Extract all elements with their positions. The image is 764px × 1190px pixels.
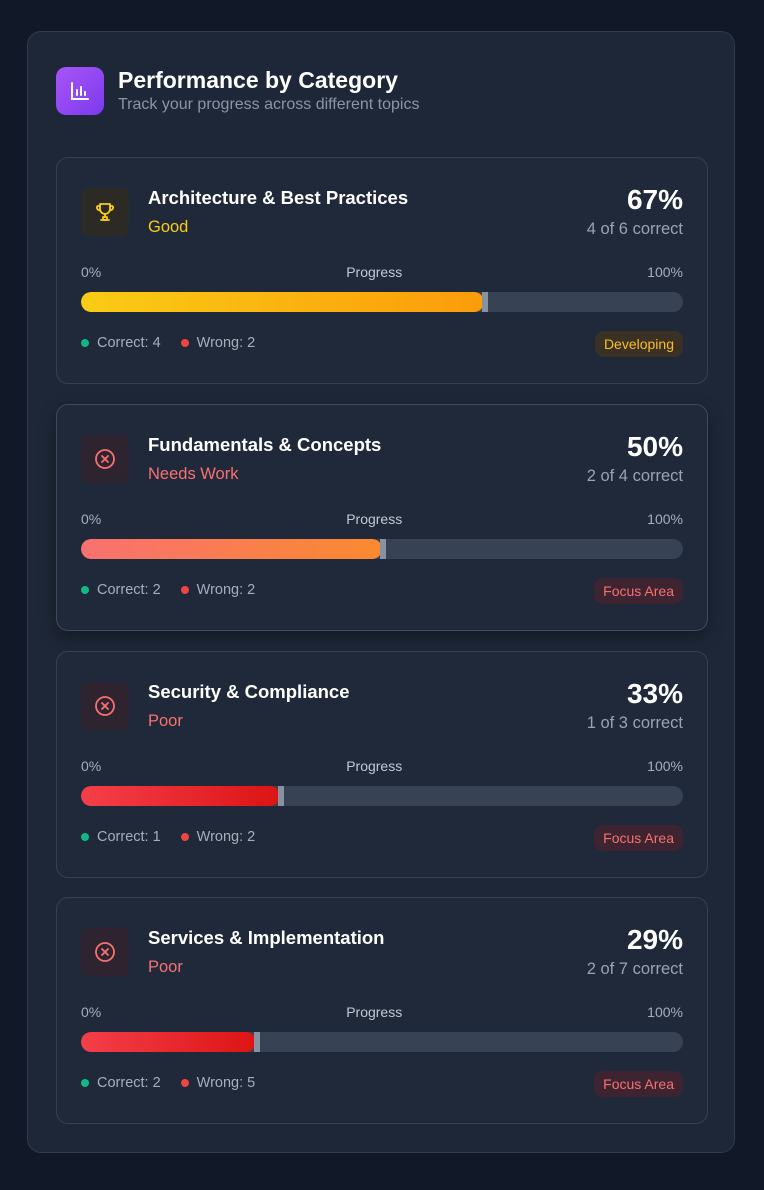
scale-mid-label: Progress [346,264,403,280]
category-count: 2 of 7 correct [586,960,683,978]
wrong-dot-icon [180,1079,189,1087]
x-circle-icon [81,682,129,730]
result-legend: Correct: 2 Wrong: 5 [81,1075,275,1091]
bar-chart-icon [56,66,104,115]
progress-track [81,786,683,806]
category-name: Architecture & Best Practices [148,187,409,208]
correct-dot-icon [81,1079,89,1087]
progress-fill [81,786,280,806]
progress-marker [253,1032,260,1052]
scale-max-label: 100% [647,264,683,280]
category-percent: 50% [626,431,683,462]
status-badge: Focus Area [594,1071,683,1097]
progress-marker [277,786,284,806]
category-count: 1 of 3 correct [586,714,683,732]
scale-min-label: 0% [81,264,102,280]
progress-scale: 0% Progress 100% [81,758,683,774]
progress-fill [81,539,382,559]
correct-count: Correct: 1 [97,829,161,845]
status-badge: Focus Area [594,578,683,604]
page-title: Performance by Category [118,67,398,93]
scale-max-label: 100% [647,1004,683,1020]
performance-panel: Performance by Category Track your progr… [27,31,735,1153]
category-count: 4 of 6 correct [586,220,683,238]
progress-fill [81,292,485,312]
progress-marker [380,539,386,559]
wrong-count: Wrong: 2 [196,335,256,351]
category-name: Security & Compliance [148,681,350,702]
result-legend: Correct: 1 Wrong: 2 [81,829,275,845]
wrong-count: Wrong: 5 [196,1075,256,1091]
scale-min-label: 0% [81,1004,102,1020]
category-card-architecture[interactable]: Architecture & Best Practices Good 67% 4… [56,157,708,384]
result-legend: Correct: 2 Wrong: 2 [81,582,275,598]
category-name: Services & Implementation [148,927,385,948]
scale-mid-label: Progress [346,758,403,774]
progress-marker [482,292,489,312]
category-percent: 29% [626,924,683,955]
category-count: 2 of 4 correct [586,467,683,485]
status-badge: Developing [594,331,683,357]
scale-min-label: 0% [81,511,102,527]
correct-dot-icon [81,339,89,347]
scale-mid-label: Progress [346,1004,403,1020]
correct-count: Correct: 2 [97,1075,161,1091]
wrong-dot-icon [180,339,189,347]
trophy-icon [81,188,129,236]
wrong-dot-icon [180,586,189,594]
category-status: Poor [148,712,183,730]
correct-dot-icon [81,833,89,841]
category-status: Good [148,218,189,236]
progress-fill [81,1032,256,1052]
progress-scale: 0% Progress 100% [81,1004,683,1020]
x-circle-icon [81,435,129,483]
category-name: Fundamentals & Concepts [148,434,382,455]
category-percent: 67% [626,184,683,215]
x-circle-icon [81,928,129,976]
progress-track [81,292,683,312]
panel-header: Performance by Category Track your progr… [56,66,419,115]
scale-mid-label: Progress [346,511,403,527]
status-badge: Focus Area [594,825,683,851]
progress-scale: 0% Progress 100% [81,264,683,280]
correct-count: Correct: 4 [97,335,161,351]
category-status: Needs Work [148,465,239,483]
correct-count: Correct: 2 [97,582,161,598]
wrong-count: Wrong: 2 [196,829,256,845]
result-legend: Correct: 4 Wrong: 2 [81,335,275,351]
progress-scale: 0% Progress 100% [81,511,683,527]
correct-dot-icon [81,586,89,594]
category-card-fundamentals[interactable]: Fundamentals & Concepts Needs Work 50% 2… [56,404,708,631]
progress-track [81,539,683,559]
category-card-security[interactable]: Security & Compliance Poor 33% 1 of 3 co… [56,651,708,878]
category-status: Poor [148,958,183,976]
wrong-count: Wrong: 2 [196,582,256,598]
scale-max-label: 100% [647,511,683,527]
scale-min-label: 0% [81,758,102,774]
category-percent: 33% [626,678,683,709]
scale-max-label: 100% [647,758,683,774]
page-subtitle: Track your progress across different top… [118,96,420,113]
progress-track [81,1032,683,1052]
wrong-dot-icon [180,833,189,841]
category-card-services[interactable]: Services & Implementation Poor 29% 2 of … [56,897,708,1124]
